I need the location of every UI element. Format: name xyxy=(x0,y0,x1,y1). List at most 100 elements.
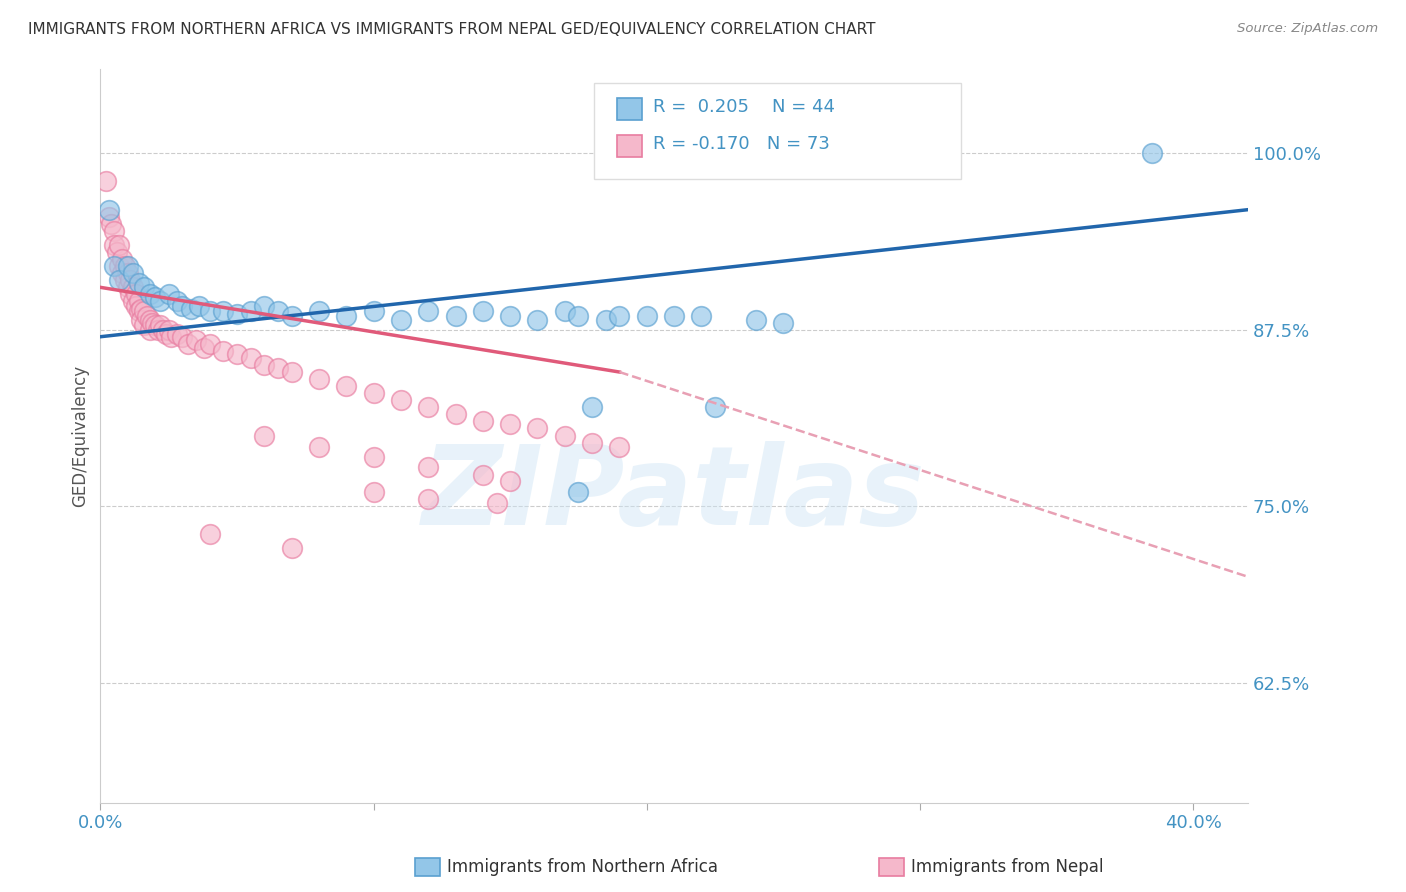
Point xyxy=(389,393,412,408)
Point xyxy=(267,304,290,318)
Point xyxy=(308,304,330,318)
Point xyxy=(111,252,134,266)
Point xyxy=(120,287,142,301)
Point xyxy=(444,408,467,422)
Point xyxy=(103,224,125,238)
Point xyxy=(132,318,155,333)
Point xyxy=(662,309,685,323)
Point xyxy=(111,266,134,280)
Point xyxy=(131,313,153,327)
Point xyxy=(166,326,188,341)
Point xyxy=(117,259,139,273)
Point xyxy=(103,238,125,252)
Point xyxy=(198,527,221,541)
Point xyxy=(418,459,440,474)
Point xyxy=(138,323,160,337)
Point xyxy=(114,259,136,273)
Point xyxy=(280,541,302,556)
Point xyxy=(120,273,142,287)
Text: Immigrants from Northern Africa: Immigrants from Northern Africa xyxy=(447,858,718,876)
Point xyxy=(143,318,166,333)
Point xyxy=(444,309,467,323)
Point xyxy=(418,401,440,415)
Point xyxy=(94,174,117,188)
Point xyxy=(335,379,357,393)
Point xyxy=(554,428,576,442)
Point xyxy=(128,304,150,318)
Point xyxy=(198,304,221,318)
Point xyxy=(418,492,440,507)
Point xyxy=(471,468,494,483)
Y-axis label: GED/Equivalency: GED/Equivalency xyxy=(72,365,89,507)
Text: Immigrants from Nepal: Immigrants from Nepal xyxy=(911,858,1104,876)
Point xyxy=(108,238,131,252)
Point xyxy=(567,485,589,500)
Point xyxy=(187,299,209,313)
Point xyxy=(239,304,262,318)
Text: R =  0.205    N = 44: R = 0.205 N = 44 xyxy=(654,98,835,116)
Point xyxy=(212,343,235,358)
Point xyxy=(526,313,548,327)
Point xyxy=(335,309,357,323)
Point xyxy=(138,287,160,301)
Point xyxy=(135,309,157,323)
Point xyxy=(471,304,494,318)
Text: Source: ZipAtlas.com: Source: ZipAtlas.com xyxy=(1237,22,1378,36)
Point xyxy=(184,333,207,347)
Point xyxy=(103,259,125,273)
Point xyxy=(160,330,183,344)
Point xyxy=(581,435,603,450)
Point xyxy=(267,360,290,375)
Point xyxy=(100,217,122,231)
Point xyxy=(499,474,522,488)
Point xyxy=(149,318,172,333)
Point xyxy=(117,266,139,280)
Point xyxy=(108,273,131,287)
Point xyxy=(132,280,155,294)
Point xyxy=(418,304,440,318)
Point xyxy=(253,358,276,372)
Point xyxy=(485,496,508,510)
Point xyxy=(125,299,148,313)
Point xyxy=(363,304,385,318)
Point xyxy=(152,323,174,337)
Point xyxy=(499,417,522,432)
Point xyxy=(690,309,713,323)
Point xyxy=(131,301,153,316)
Point xyxy=(166,294,188,309)
Point xyxy=(745,313,768,327)
Point xyxy=(105,245,128,260)
Point xyxy=(128,294,150,309)
Point xyxy=(526,421,548,435)
Point xyxy=(363,485,385,500)
Point xyxy=(146,323,169,337)
Point xyxy=(143,290,166,304)
Point xyxy=(212,304,235,318)
FancyBboxPatch shape xyxy=(593,83,960,178)
Point xyxy=(141,316,163,330)
Point xyxy=(108,259,131,273)
FancyBboxPatch shape xyxy=(617,135,643,157)
Point xyxy=(138,313,160,327)
Point xyxy=(554,304,576,318)
Point xyxy=(226,307,249,321)
Point xyxy=(704,401,727,415)
Point xyxy=(499,309,522,323)
Point xyxy=(122,280,145,294)
Point xyxy=(308,372,330,386)
Point xyxy=(155,326,177,341)
Point xyxy=(125,287,148,301)
Text: ZIPatlas: ZIPatlas xyxy=(422,441,927,548)
Text: IMMIGRANTS FROM NORTHERN AFRICA VS IMMIGRANTS FROM NEPAL GED/EQUIVALENCY CORRELA: IMMIGRANTS FROM NORTHERN AFRICA VS IMMIG… xyxy=(28,22,876,37)
Point xyxy=(280,309,302,323)
Point xyxy=(471,414,494,428)
FancyBboxPatch shape xyxy=(617,98,643,120)
Point xyxy=(198,336,221,351)
Point xyxy=(97,202,120,217)
Point xyxy=(226,347,249,361)
Point xyxy=(149,294,172,309)
Point xyxy=(280,365,302,379)
Point xyxy=(567,309,589,323)
Point xyxy=(177,336,200,351)
Point xyxy=(193,341,215,355)
